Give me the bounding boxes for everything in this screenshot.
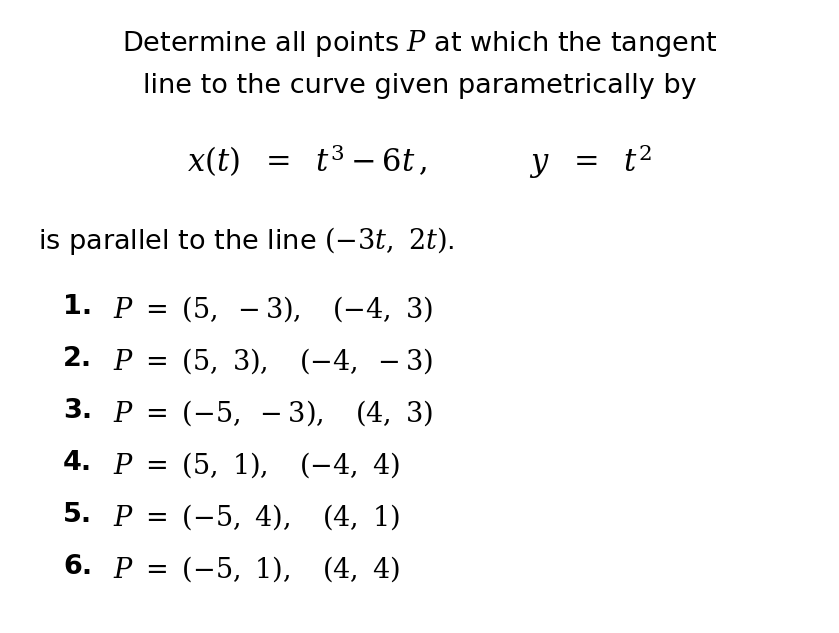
- Text: 2.: 2.: [63, 346, 92, 372]
- Text: Determine all points $P$ at which the tangent: Determine all points $P$ at which the ta…: [122, 28, 717, 60]
- Text: $P\ =\ (5,\ -3),\quad (-4,\ 3)$: $P\ =\ (5,\ -3),\quad (-4,\ 3)$: [113, 294, 433, 324]
- Text: $P\ =\ (-5,\ 1),\quad (4,\ 4)$: $P\ =\ (-5,\ 1),\quad (4,\ 4)$: [113, 554, 400, 584]
- Text: $P\ =\ (5,\ 3),\quad (-4,\ -3)$: $P\ =\ (5,\ 3),\quad (-4,\ -3)$: [113, 346, 433, 376]
- Text: 5.: 5.: [63, 502, 92, 528]
- Text: is parallel to the line $(-3t,\ 2t)$.: is parallel to the line $(-3t,\ 2t)$.: [38, 225, 454, 257]
- Text: 6.: 6.: [63, 554, 92, 580]
- Text: $P\ =\ (-5,\ -3),\quad (4,\ 3)$: $P\ =\ (-5,\ -3),\quad (4,\ 3)$: [113, 398, 433, 428]
- Text: $x(t)\ \ =\ \ t^3 - 6t\,,$          $y\ \ =\ \ t^2$: $x(t)\ \ =\ \ t^3 - 6t\,,$ $y\ \ =\ \ t^…: [187, 142, 652, 182]
- Text: 4.: 4.: [63, 450, 92, 476]
- Text: line to the curve given parametrically by: line to the curve given parametrically b…: [143, 73, 696, 99]
- Text: 1.: 1.: [63, 294, 92, 320]
- Text: $P\ =\ (-5,\ 4),\quad (4,\ 1)$: $P\ =\ (-5,\ 4),\quad (4,\ 1)$: [113, 502, 400, 532]
- Text: $P\ =\ (5,\ 1),\quad (-4,\ 4)$: $P\ =\ (5,\ 1),\quad (-4,\ 4)$: [113, 450, 400, 480]
- Text: 3.: 3.: [63, 398, 92, 424]
